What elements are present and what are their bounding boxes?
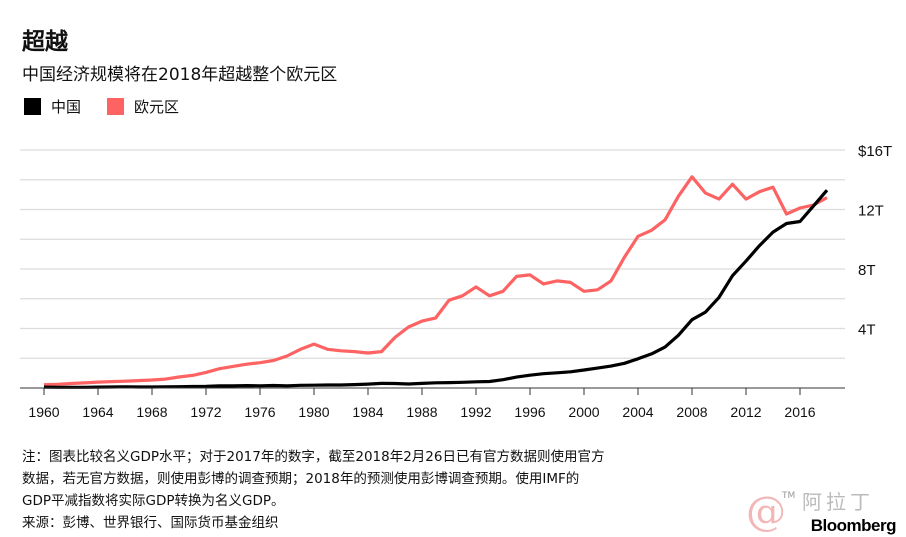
source-line: 来源：彭博、世界银行、国际货币基金组织 <box>22 515 279 531</box>
x-tick-label: 1980 <box>298 404 329 420</box>
y-tick-label: $16T <box>858 143 892 160</box>
chart-title: 超越 <box>22 29 68 55</box>
x-tick-label: 2000 <box>568 404 599 420</box>
x-tick-label: 1960 <box>28 404 59 420</box>
note-line: GDP平减指数将实际GDP转换为名义GDP。 <box>22 493 285 509</box>
watermark-tm: TM <box>782 491 796 501</box>
x-tick-label: 1964 <box>82 404 113 420</box>
bloomberg-logo: Bloomberg <box>810 516 897 535</box>
legend-swatch-china <box>24 98 41 115</box>
y-tick-label: 8T <box>858 262 876 279</box>
x-tick-label: 1984 <box>352 404 383 420</box>
x-tick-label: 1972 <box>190 404 221 420</box>
x-tick-label: 1996 <box>514 404 545 420</box>
legend-label-china: 中国 <box>51 98 82 116</box>
legend-label-eurozone: 欧元区 <box>134 98 180 116</box>
footnotes: 注：图表比较名义GDP水平；对于2017年的数字，截至2018年2月26日已有官… <box>22 446 782 534</box>
x-tick-label: 2004 <box>622 404 653 420</box>
watermark-mark: @ <box>746 489 786 535</box>
series-line-china <box>43 189 829 389</box>
series-line-eurozone <box>43 175 828 387</box>
note-line: 数据，若无官方数据，则使用彭博的调查预期；2018年的预测使用彭博调查预期。使用… <box>22 471 580 487</box>
x-tick-label: 1968 <box>136 404 167 420</box>
x-tick-label: 1976 <box>244 404 275 420</box>
watermark-text: 阿拉丁 <box>802 490 874 514</box>
legend-swatch-eurozone <box>107 98 125 115</box>
chart-subtitle: 中国经济规模将在2018年超越整个欧元区 <box>22 65 338 85</box>
y-tick-label: 12T <box>858 203 884 220</box>
note-line: 注：图表比较名义GDP水平；对于2017年的数字，截至2018年2月26日已有官… <box>22 449 605 465</box>
y-tick-label: 4T <box>858 322 876 339</box>
x-tick-label: 1992 <box>460 404 491 420</box>
legend: 中国 欧元区 <box>24 96 205 117</box>
x-tick-label: 1988 <box>406 404 437 420</box>
x-tick-label: 2012 <box>730 404 761 420</box>
watermark-logo: @ TM 阿拉丁 Bloomberg <box>746 489 897 536</box>
line-chart: 4T 8T 12T $16T 1960 1964 1968 1972 1976 1980 1984 1… <box>20 143 892 420</box>
x-tick-label: 2016 <box>784 404 815 420</box>
x-tick-label: 2008 <box>676 404 707 420</box>
